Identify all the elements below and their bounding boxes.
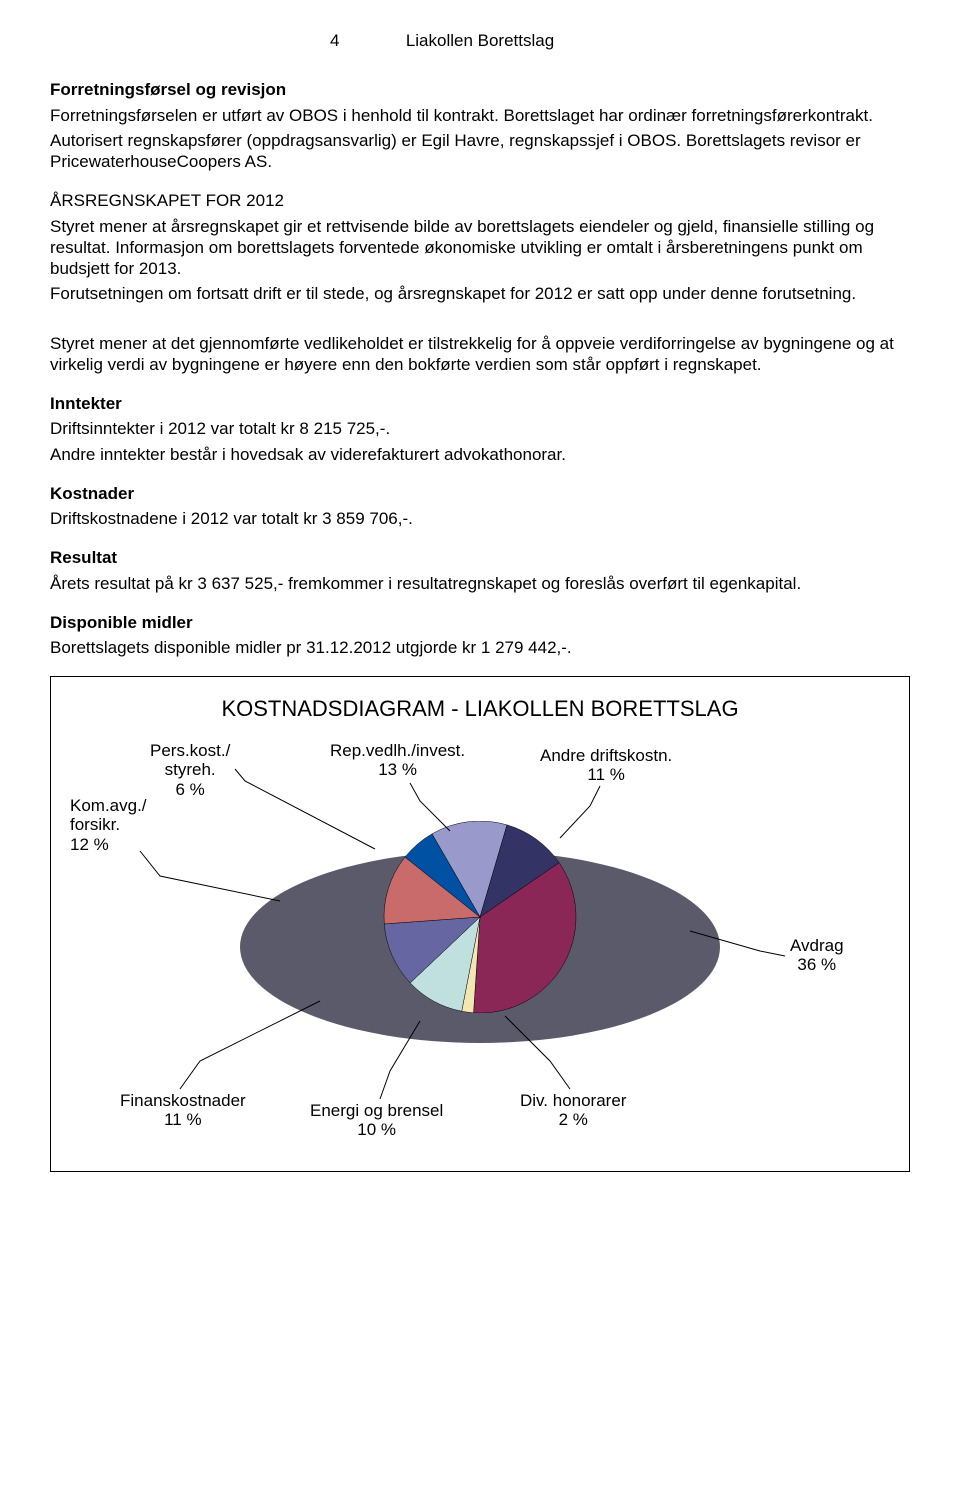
page-number: 4 (330, 30, 339, 51)
paragraph: Driftskostnadene i 2012 var totalt kr 3 … (50, 508, 910, 529)
chart-area: Pers.kost./ styreh. 6 % Rep.vedlh./inves… (70, 741, 890, 1141)
slice-label-kom: Kom.avg./ forsikr. 12 % (70, 796, 147, 855)
chart-container: KOSTNADSDIAGRAM - LIAKOLLEN BORETTSLAG P… (50, 676, 910, 1172)
paragraph: Forretningsførselen er utført av OBOS i … (50, 105, 910, 126)
section-title: Disponible midler (50, 612, 910, 633)
section-forretningsforsel: Forretningsførsel og revisjon Forretning… (50, 79, 910, 172)
paragraph: Driftsinntekter i 2012 var totalt kr 8 2… (50, 418, 910, 439)
section-title: ÅRSREGNSKAPET FOR 2012 (50, 190, 910, 211)
section-inntekter: Inntekter Driftsinntekter i 2012 var tot… (50, 393, 910, 465)
slice-label-avdrag: Avdrag 36 % (790, 936, 844, 975)
section-title: Inntekter (50, 393, 910, 414)
pie-top (240, 821, 720, 1013)
paragraph: Autorisert regnskapsfører (oppdragsansva… (50, 130, 910, 173)
slice-label-energi: Energi og brensel 10 % (310, 1101, 443, 1140)
slice-label-finans: Finanskostnader 11 % (120, 1091, 246, 1130)
paragraph: Andre inntekter består i hovedsak av vid… (50, 444, 910, 465)
section-arsregnskapet: ÅRSREGNSKAPET FOR 2012 Styret mener at å… (50, 190, 910, 304)
section-title: Resultat (50, 547, 910, 568)
section-resultat: Resultat Årets resultat på kr 3 637 525,… (50, 547, 910, 594)
paragraph: Årets resultat på kr 3 637 525,- fremkom… (50, 573, 910, 594)
paragraph: Styret mener at det gjennomførte vedlike… (50, 333, 910, 376)
slice-label-div: Div. honorarer 2 % (520, 1091, 626, 1130)
slice-label-rep: Rep.vedlh./invest. 13 % (330, 741, 465, 780)
section-styret: Styret mener at det gjennomførte vedlike… (50, 333, 910, 376)
paragraph: Borettslagets disponible midler pr 31.12… (50, 637, 910, 658)
section-kostnader: Kostnader Driftskostnadene i 2012 var to… (50, 483, 910, 530)
chart-title: KOSTNADSDIAGRAM - LIAKOLLEN BORETTSLAG (65, 695, 895, 723)
section-title: Kostnader (50, 483, 910, 504)
section-title: Forretningsførsel og revisjon (50, 79, 910, 100)
slice-label-andre: Andre driftskostn. 11 % (540, 746, 672, 785)
document-name: Liakollen Borettslag (406, 30, 554, 51)
paragraph: Styret mener at årsregnskapet gir et ret… (50, 216, 910, 280)
slice-label-pers: Pers.kost./ styreh. 6 % (150, 741, 230, 800)
pie-chart (240, 821, 720, 1043)
paragraph: Forutsetningen om fortsatt drift er til … (50, 283, 910, 304)
section-disponible: Disponible midler Borettslagets disponib… (50, 612, 910, 659)
page-header: 4 Liakollen Borettslag (50, 30, 910, 51)
